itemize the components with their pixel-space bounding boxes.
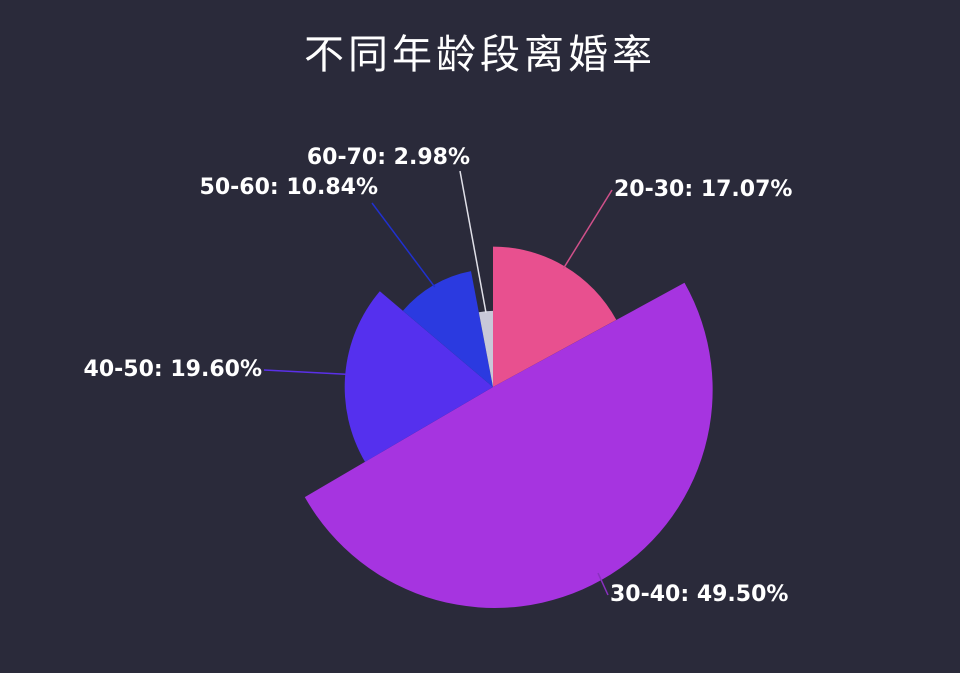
- leader-line-20-30: [562, 189, 613, 270]
- leader-line-30-40: [597, 572, 609, 596]
- data-label-60-70: 60-70: 2.98%: [307, 145, 470, 170]
- leader-line-50-60: [371, 202, 436, 288]
- slice-40-50: [344, 291, 493, 462]
- data-label-20-30: 20-30: 17.07%: [614, 177, 792, 202]
- slice-60-70: [478, 310, 493, 387]
- leader-line-60-70: [459, 170, 487, 313]
- data-label-50-60: 50-60: 10.84%: [200, 175, 378, 200]
- chart-title: 不同年龄段离婚率: [304, 32, 656, 78]
- slice-30-40: [304, 282, 713, 608]
- slice-20-30: [493, 246, 617, 387]
- leader-line-40-50: [263, 369, 349, 376]
- data-label-30-40: 30-40: 49.50%: [610, 582, 788, 607]
- slice-50-60: [402, 271, 493, 387]
- data-label-40-50: 40-50: 19.60%: [84, 357, 262, 382]
